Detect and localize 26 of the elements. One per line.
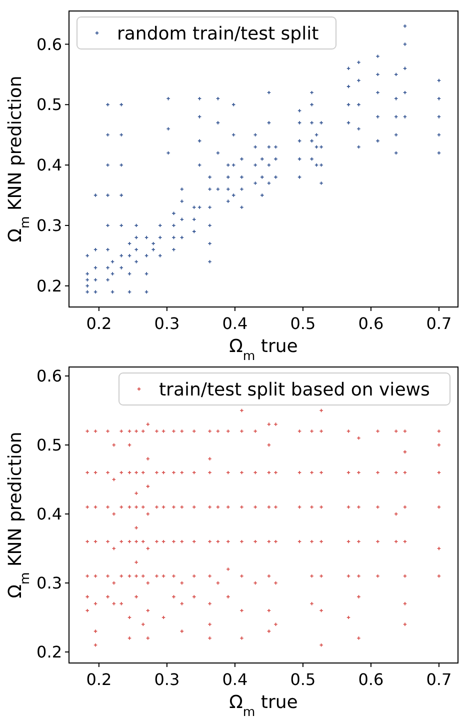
y-tick-label: 0.5 — [36, 95, 62, 114]
x-tick-label: 0.2 — [86, 670, 112, 689]
x-tick-label: 0.2 — [86, 314, 112, 333]
y-tick-label: 0.3 — [36, 216, 62, 236]
y-tick-label: 0.4 — [36, 156, 62, 175]
y-tick-label: 0.3 — [36, 574, 62, 593]
x-tick-label: 0.7 — [426, 314, 452, 333]
x-tick-label: 0.6 — [358, 670, 384, 689]
y-tick-label: 0.5 — [36, 436, 62, 455]
x-axis-title: Ω$_{m}$ true — [229, 692, 298, 718]
x-tick-label: 0.7 — [426, 670, 452, 689]
y-tick-label: 0.2 — [36, 276, 62, 296]
x-tick-label: 0.3 — [154, 314, 180, 333]
y-tick-label: 0.4 — [36, 504, 62, 524]
y-tick-label: 0.2 — [36, 642, 62, 662]
x-tick-label: 0.3 — [154, 670, 180, 689]
x-tick-label: 0.5 — [290, 314, 316, 333]
x-tick-label: 0.4 — [222, 314, 248, 333]
y-tick-label: 0.6 — [36, 366, 62, 386]
y-tick-label: 0.6 — [36, 34, 62, 54]
legend-label: train/test split based on views — [159, 379, 430, 400]
x-tick-label: 0.6 — [358, 314, 384, 333]
x-tick-label: 0.4 — [222, 670, 248, 689]
x-tick-label: 0.5 — [290, 670, 316, 689]
legend-label: random train/test split — [117, 23, 319, 44]
x-axis-title: Ω$_{m}$ true — [229, 336, 298, 362]
